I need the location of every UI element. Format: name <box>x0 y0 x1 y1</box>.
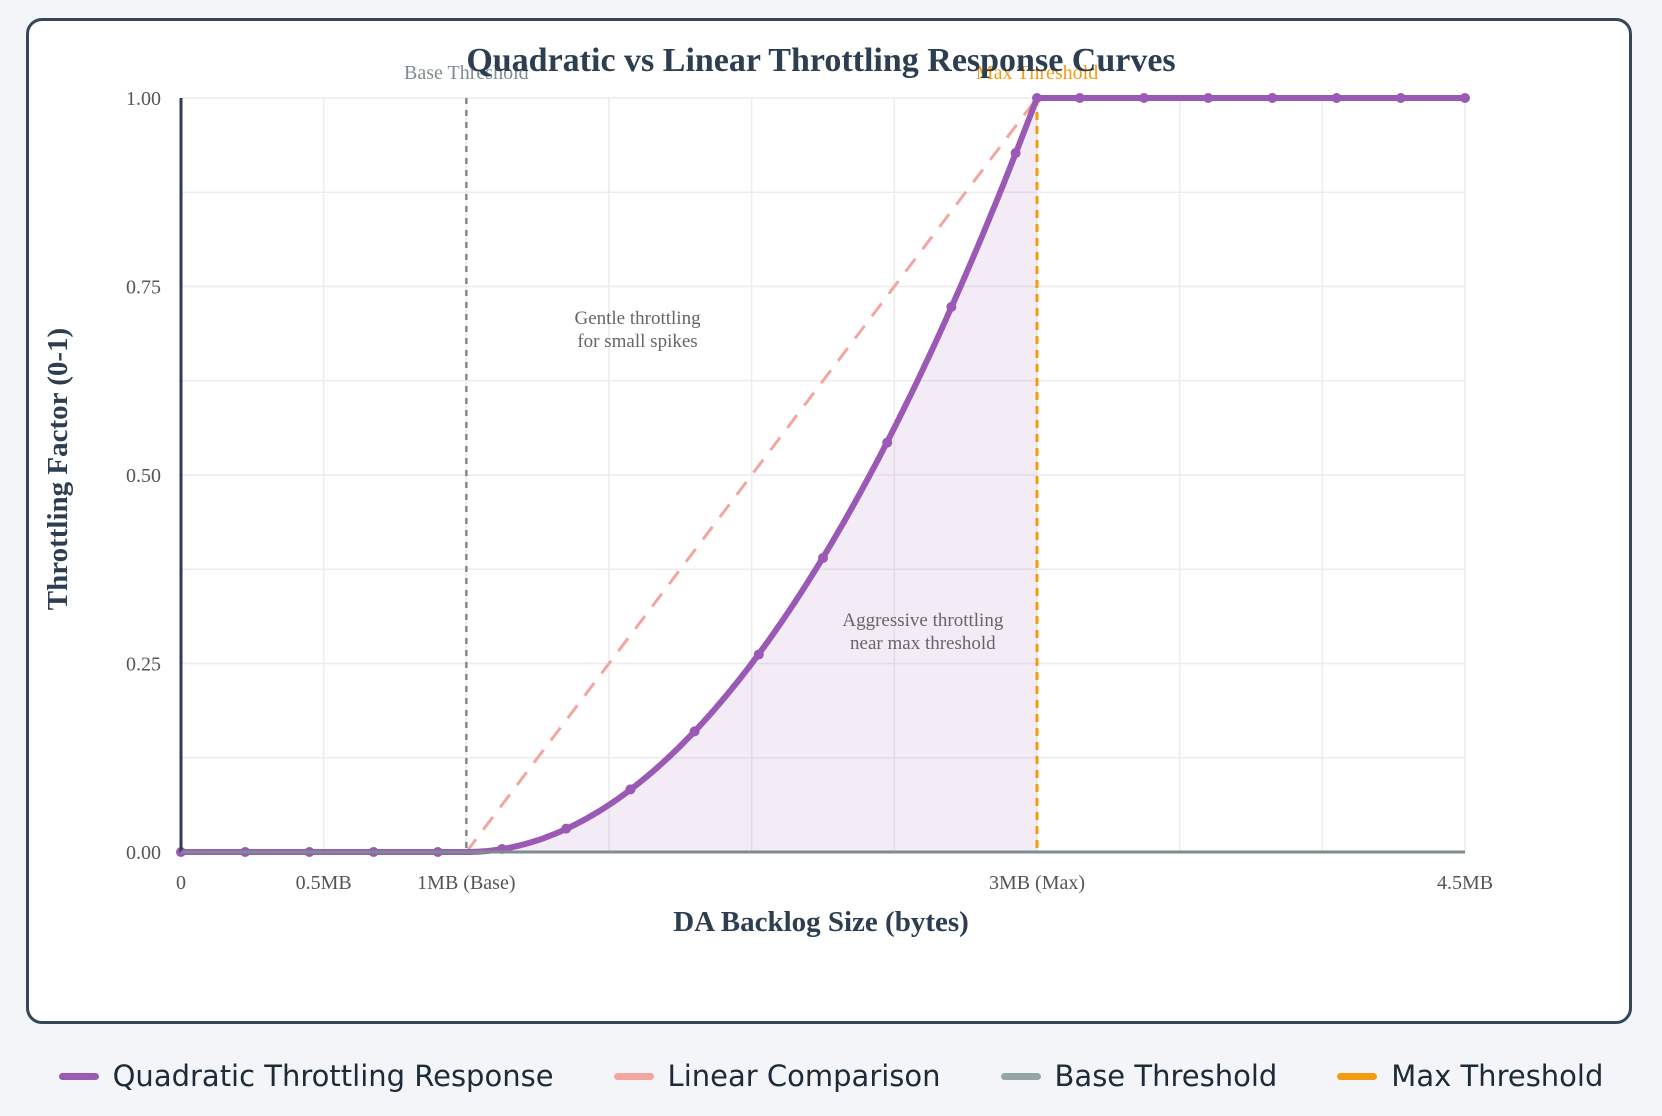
annotation-text: for small spikes <box>577 331 697 352</box>
y-tick-label: 0.75 <box>126 277 161 299</box>
threshold-layer <box>465 98 1039 852</box>
legend-item[interactable]: Quadratic Throttling Response <box>58 1059 554 1093</box>
quadratic-point <box>818 552 828 563</box>
linear-comparison-line <box>465 97 1039 853</box>
quadratic-point <box>1395 93 1406 103</box>
x-tick-label: 0.5MB <box>296 872 352 894</box>
quadratic-point <box>1032 93 1042 103</box>
y-tick-label: 0.00 <box>126 842 161 864</box>
quadratic-area-fill <box>466 98 1037 852</box>
legend-item[interactable]: Max Threshold <box>1337 1059 1603 1093</box>
legend-swatch <box>58 1072 99 1080</box>
quadratic-point <box>625 784 636 795</box>
y-tick-label: 0.50 <box>126 465 161 487</box>
legend-label: Base Threshold <box>1054 1059 1278 1093</box>
y-tick-label: 1.00 <box>126 88 161 110</box>
x-axis-title: DA Backlog Size (bytes) <box>673 906 969 938</box>
legend-swatch <box>1337 1072 1378 1080</box>
legend-item[interactable]: Linear Comparison <box>613 1059 941 1093</box>
y-axis-title: Throttling Factor (0-1) <box>42 328 74 610</box>
fill-layer <box>466 98 1037 852</box>
quadratic-point <box>1010 148 1021 159</box>
quadratic-point <box>561 823 572 834</box>
x-tick-label: 1MB (Base) <box>417 872 515 894</box>
annotation-text: near max threshold <box>850 633 996 654</box>
quadratic-point <box>1267 93 1278 103</box>
chart-title: Quadratic vs Linear Throttling Response … <box>466 42 1175 79</box>
quadratic-point <box>1139 93 1149 103</box>
legend-label: Linear Comparison <box>667 1059 941 1093</box>
base-threshold-label: Base Threshold <box>404 62 529 84</box>
quadratic-point <box>1074 93 1085 103</box>
legend-swatch <box>1000 1072 1041 1080</box>
quadratic-point <box>1331 93 1342 103</box>
chart-card: Base Threshold Max Threshold 0.00 0.25 0.50 0… <box>26 18 1632 1024</box>
legend-label: Max Threshold <box>1391 1059 1604 1093</box>
legend-label: Quadratic Throttling Response <box>112 1059 554 1093</box>
annotation-text: Aggressive throttling <box>842 610 1003 631</box>
legend-swatch <box>613 1072 654 1080</box>
quadratic-point <box>1460 93 1470 103</box>
axis-layer <box>179 98 1465 854</box>
x-tick-label: 0 <box>176 872 186 894</box>
label-layer: Base Threshold Max Threshold 0.00 0.25 0.50 0… <box>126 62 1493 894</box>
quadratic-point <box>1203 93 1214 103</box>
chart-svg: Base Threshold Max Threshold 0.00 0.25 0.50 0… <box>42 42 1493 938</box>
x-tick-label: 4.5MB <box>1437 872 1493 894</box>
legend-item[interactable]: Base Threshold <box>1000 1059 1278 1093</box>
max-threshold-label: Max Threshold <box>976 62 1098 84</box>
legend: Quadratic Throttling Response Linear Comp… <box>0 1052 1662 1100</box>
quadratic-point <box>689 726 700 737</box>
y-tick-label: 0.25 <box>126 654 161 676</box>
x-tick-label: 3MB (Max) <box>989 872 1085 894</box>
quadratic-point <box>753 649 764 660</box>
quadratic-point <box>882 437 893 448</box>
quadratic-point <box>946 301 957 312</box>
annotation-text: Gentle throttling <box>574 308 701 329</box>
